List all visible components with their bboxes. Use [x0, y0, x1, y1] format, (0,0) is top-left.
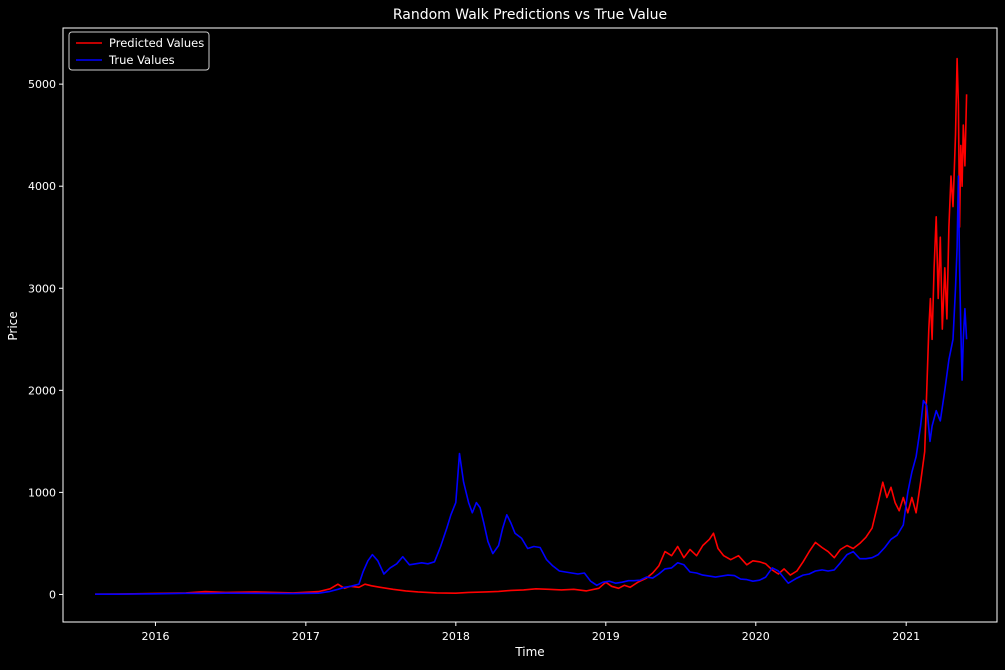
axes-frame: [62, 27, 998, 623]
x-axis-label: Time: [514, 645, 544, 659]
legend-box: [68, 31, 210, 71]
y-tick-label: 4000: [28, 180, 56, 193]
plot-area: [95, 57, 968, 595]
axes: 2016 2017 2018 2019 2020 2021 0 1000 2000 3000 400…: [28, 27, 998, 643]
y-tick-label: 0: [49, 588, 56, 601]
legend: Predicted Values True Values: [68, 31, 210, 71]
x-tick-label: 2020: [742, 630, 770, 643]
legend-label-predicted-values: Predicted Values: [109, 36, 204, 50]
y-tick-label: 5000: [28, 78, 56, 91]
x-tick-label: 2016: [141, 630, 169, 643]
chart-title: Random Walk Predictions vs True Value: [393, 7, 667, 23]
x-tick-label: 2018: [442, 630, 470, 643]
series-line-predicted-values: [95, 57, 968, 595]
series-line-true-values: [95, 175, 968, 595]
y-tick-label: 1000: [28, 486, 56, 499]
y-axis-label: Price: [6, 311, 20, 340]
x-tick-label: 2017: [292, 630, 320, 643]
legend-label-true-values: True Values: [108, 53, 175, 67]
y-tick-label: 3000: [28, 282, 56, 295]
x-tick-label: 2019: [592, 630, 620, 643]
x-tick-label: 2021: [892, 630, 920, 643]
y-tick-label: 2000: [28, 384, 56, 397]
